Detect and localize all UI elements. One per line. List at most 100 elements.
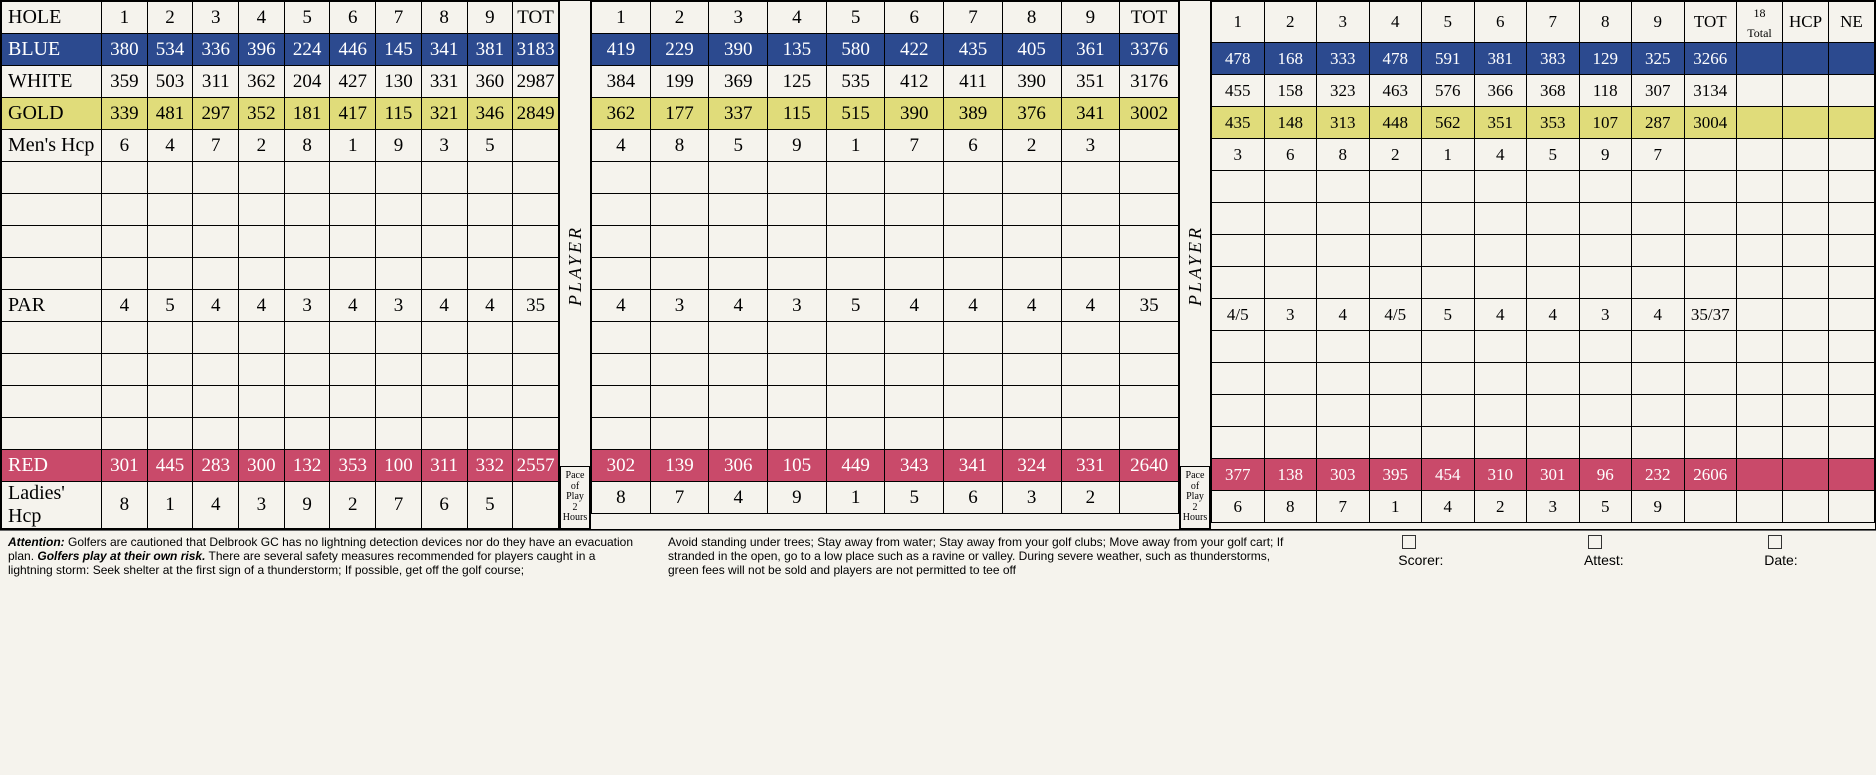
cell: 535 <box>826 66 885 98</box>
cell: 4 <box>421 290 467 322</box>
cell <box>1120 418 1179 450</box>
cell <box>1212 363 1265 395</box>
cell <box>1422 331 1475 363</box>
cell <box>1684 363 1737 395</box>
cell: 448 <box>1369 107 1422 139</box>
cell: 3 <box>1579 299 1632 331</box>
cell <box>709 194 768 226</box>
cell <box>768 194 827 226</box>
cell: 2 <box>330 482 376 529</box>
cell: 417 <box>330 98 376 130</box>
cell <box>1120 194 1179 226</box>
cell <box>1317 235 1370 267</box>
cell <box>944 226 1003 258</box>
cell <box>1684 331 1737 363</box>
cell <box>1264 203 1317 235</box>
cell: 380 <box>102 34 148 66</box>
cell: 9 <box>768 482 827 514</box>
cell <box>1474 267 1527 299</box>
cell: 390 <box>885 98 944 130</box>
row-blank <box>592 418 1179 450</box>
cell <box>650 194 709 226</box>
cell: 4 <box>1002 290 1061 322</box>
cell: 8 <box>1002 2 1061 34</box>
cell: 177 <box>650 98 709 130</box>
cell: 1 <box>147 482 193 529</box>
cell: 311 <box>193 66 239 98</box>
row-blank <box>2 226 559 258</box>
cell: 4 <box>1061 290 1120 322</box>
row-BLUE: BLUE3805343363962244461453413813183 <box>2 34 559 66</box>
cell: 337 <box>709 98 768 130</box>
cell <box>1369 203 1422 235</box>
cell <box>1527 363 1580 395</box>
cell <box>1829 171 1875 203</box>
cell <box>650 354 709 386</box>
cell: 353 <box>1527 107 1580 139</box>
row-blank <box>2 322 559 354</box>
cell <box>239 162 285 194</box>
cell <box>1061 162 1120 194</box>
cell: 6 <box>102 130 148 162</box>
cell: 9 <box>1632 2 1685 43</box>
row-label <box>2 162 102 194</box>
nine-middle: 123456789TOT4192293901355804224354053613… <box>590 0 1180 530</box>
cell <box>102 226 148 258</box>
row-Men's Hcp: Men's Hcp647281935 <box>2 130 559 162</box>
cell: 478 <box>1212 43 1265 75</box>
date-checkbox[interactable] <box>1768 535 1782 549</box>
risk-label: Golfers play at their own risk. <box>37 549 205 563</box>
cell: 3 <box>239 482 285 529</box>
cell: 3 <box>376 290 422 322</box>
cell <box>1002 226 1061 258</box>
row-red: 3021393061054493433413243312640 <box>592 450 1179 482</box>
cell: 9 <box>1579 139 1632 171</box>
cell <box>1061 226 1120 258</box>
cell <box>1317 331 1370 363</box>
cell: 515 <box>826 98 885 130</box>
cell: 361 <box>1061 34 1120 66</box>
cell <box>147 258 193 290</box>
cell: 341 <box>421 34 467 66</box>
row-blank <box>592 226 1179 258</box>
cell <box>1369 427 1422 459</box>
safety-text: Avoid standing under trees; Stay away fr… <box>668 535 1283 577</box>
cell <box>1737 203 1783 235</box>
cell <box>239 226 285 258</box>
cell: 35/37 <box>1684 299 1737 331</box>
cell: 381 <box>467 34 513 66</box>
cell <box>1369 267 1422 299</box>
cell <box>1369 363 1422 395</box>
cell: 412 <box>885 66 944 98</box>
cell <box>1632 203 1685 235</box>
row-WHITE: WHITE3595033113622044271303313602987 <box>2 66 559 98</box>
cell <box>284 258 330 290</box>
cell: 384 <box>592 66 651 98</box>
cell: 395 <box>1369 459 1422 491</box>
cell: 6 <box>885 2 944 34</box>
cell <box>1783 75 1829 107</box>
cell: 3 <box>768 290 827 322</box>
scorer-checkbox[interactable] <box>1402 535 1416 549</box>
cell <box>376 194 422 226</box>
cell <box>592 258 651 290</box>
cell: 6 <box>944 482 1003 514</box>
cell <box>1120 322 1179 354</box>
cell: 463 <box>1369 75 1422 107</box>
attest-checkbox[interactable] <box>1588 535 1602 549</box>
cell: 7 <box>376 2 422 34</box>
cell <box>768 226 827 258</box>
cell <box>1684 427 1737 459</box>
cell <box>1474 171 1527 203</box>
cell <box>1829 363 1875 395</box>
cell: 6 <box>1264 139 1317 171</box>
cell <box>376 322 422 354</box>
row-gold: 4351483134485623513531072873004 <box>1212 107 1875 139</box>
cell <box>826 386 885 418</box>
cell <box>1579 267 1632 299</box>
cell <box>1264 171 1317 203</box>
cell: 1 <box>330 130 376 162</box>
cell <box>193 418 239 450</box>
row-blank <box>1212 331 1875 363</box>
cell <box>421 226 467 258</box>
